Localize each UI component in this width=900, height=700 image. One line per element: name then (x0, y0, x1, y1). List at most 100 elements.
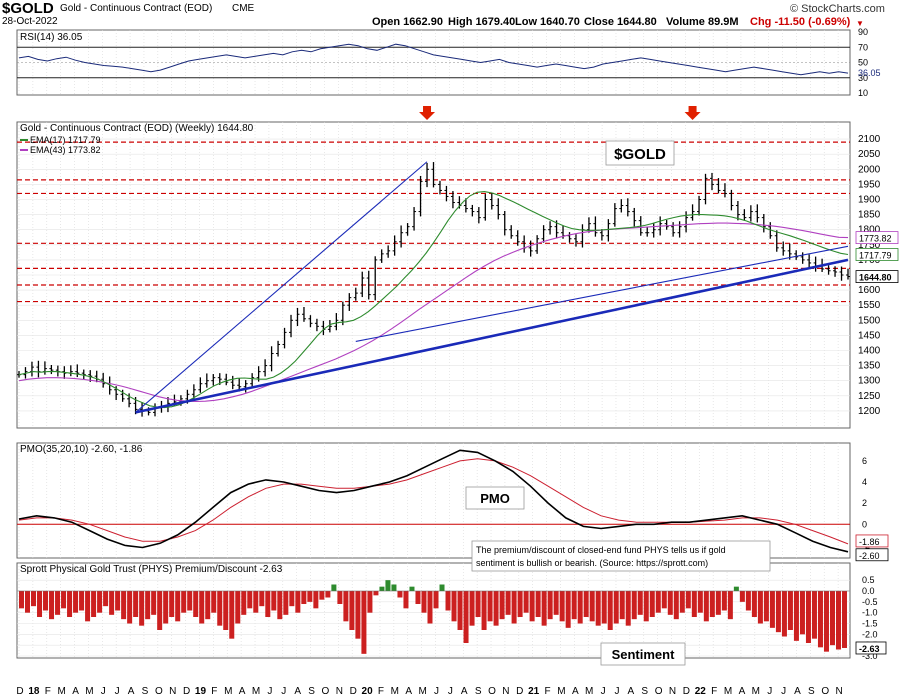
sentiment-bar (757, 591, 763, 624)
sentiment-bar (343, 591, 349, 622)
change-down-icon: ▼ (856, 19, 864, 28)
sentiment-bar (385, 580, 391, 591)
secondary-trendline (355, 245, 849, 342)
sentiment-bar (109, 591, 115, 615)
x-tick-label: S (475, 686, 482, 697)
sentiment-bar (73, 591, 79, 613)
rsi-tick-label: 70 (858, 42, 868, 52)
sentiment-bar (247, 591, 253, 609)
sentiment-bar (139, 591, 145, 626)
chart-title-box (605, 140, 675, 166)
price-tick-label: 1800 (858, 225, 881, 236)
sentiment-bar (667, 591, 673, 615)
x-tick-label: S (142, 686, 149, 697)
x-tick-label: A (794, 686, 801, 697)
price-tick-label: 2000 (858, 164, 881, 175)
x-tick-label: A (461, 686, 468, 697)
x-tick-label: N (169, 686, 176, 697)
sentiment-bar (223, 591, 229, 630)
sentiment-bar (553, 591, 559, 615)
price-tick-label: 1500 (858, 315, 881, 326)
pmo-last-box (855, 548, 889, 562)
sentiment-bar (823, 591, 829, 652)
sentiment-bar (301, 591, 307, 604)
sentiment-bar (535, 591, 541, 617)
sentiment-bar (835, 591, 841, 650)
sentiment-bar (319, 591, 325, 600)
pmo-tick-label: 6 (862, 456, 867, 466)
ema-fast-legend: EMA(17) 1717.79 (30, 135, 101, 145)
x-tick-label: S (808, 686, 815, 697)
sentiment-bar (721, 591, 727, 611)
x-tick-label: A (72, 686, 79, 697)
rsi-tick-label: 30 (858, 73, 868, 83)
x-tick-label: M (252, 686, 260, 697)
sentiment-bar (169, 591, 175, 617)
price-tick-label: 1750 (858, 240, 881, 251)
sentiment-bar (541, 591, 547, 626)
sent-tick-label: -0.5 (862, 597, 878, 607)
x-tick-label: A (294, 686, 301, 697)
sentiment-bar (685, 591, 691, 609)
annotation-box (471, 540, 771, 572)
sentiment-bar (529, 591, 535, 622)
x-tick-label: D (516, 686, 523, 697)
sentiment-bar (841, 591, 847, 648)
sentiment-bar (811, 591, 817, 639)
pmo-last-label: -2.60 (859, 551, 880, 561)
sentiment-bar (397, 591, 403, 598)
sentiment-bar (49, 591, 55, 620)
sentiment-bar (727, 591, 733, 620)
x-tick-label: N (669, 686, 676, 697)
pmo-last-box (855, 534, 889, 548)
top-arrow-icon (684, 106, 701, 120)
sentiment-bar (91, 591, 97, 617)
sentiment-bar (19, 591, 25, 609)
sentiment-bar (733, 586, 739, 591)
sentiment-bar (619, 591, 625, 620)
sentiment-bar (283, 591, 289, 615)
sentiment-bar (181, 591, 187, 613)
sentiment-bar (355, 591, 361, 639)
exchange-label: CME (232, 3, 255, 14)
x-tick-label: M (57, 686, 65, 697)
volume-value: Volume 89.9M (666, 16, 739, 28)
x-tick-label: F (711, 686, 717, 697)
sentiment-bar (229, 591, 235, 639)
sentiment-bar (217, 591, 223, 626)
chart-title: $GOLD (614, 146, 666, 163)
x-tick-label: A (739, 686, 746, 697)
sentiment-bar (25, 591, 31, 613)
x-tick-label: F (45, 686, 51, 697)
x-tick-label: A (572, 686, 579, 697)
sentiment-last-label: -2.63 (859, 644, 880, 654)
sentiment-bar (391, 584, 397, 591)
pmo-signal-line (18, 458, 849, 545)
sentiment-bar (829, 591, 835, 646)
sentiment-bar (691, 591, 697, 617)
rsi-line (18, 43, 849, 76)
price-tick-label: 1850 (858, 210, 881, 221)
x-tick-label: J (115, 686, 120, 697)
sentiment-bar (775, 591, 781, 633)
symbol-label: $GOLD (2, 0, 54, 17)
sentiment-bar (421, 591, 427, 613)
major-trendline (135, 258, 849, 414)
rsi-tick-label: 50 (858, 58, 868, 68)
sentiment-bar (235, 591, 241, 624)
x-tick-label: J (767, 686, 772, 697)
sentiment-bar (79, 591, 85, 611)
price-tick-label: 2100 (858, 134, 881, 145)
x-tick-label: J (448, 686, 453, 697)
sentiment-bar (295, 591, 301, 613)
sentiment-bar (445, 591, 451, 611)
x-tick-label: N (336, 686, 343, 697)
price-last-box (855, 231, 899, 245)
x-tick-label: D (683, 686, 690, 697)
sentiment-bar (121, 591, 127, 620)
sentiment-legend: Sprott Physical Gold Trust (PHYS) Premiu… (20, 564, 283, 575)
price-tick-label: 1600 (858, 285, 881, 296)
ema-slow-line (18, 222, 849, 403)
x-tick-label: J (614, 686, 619, 697)
